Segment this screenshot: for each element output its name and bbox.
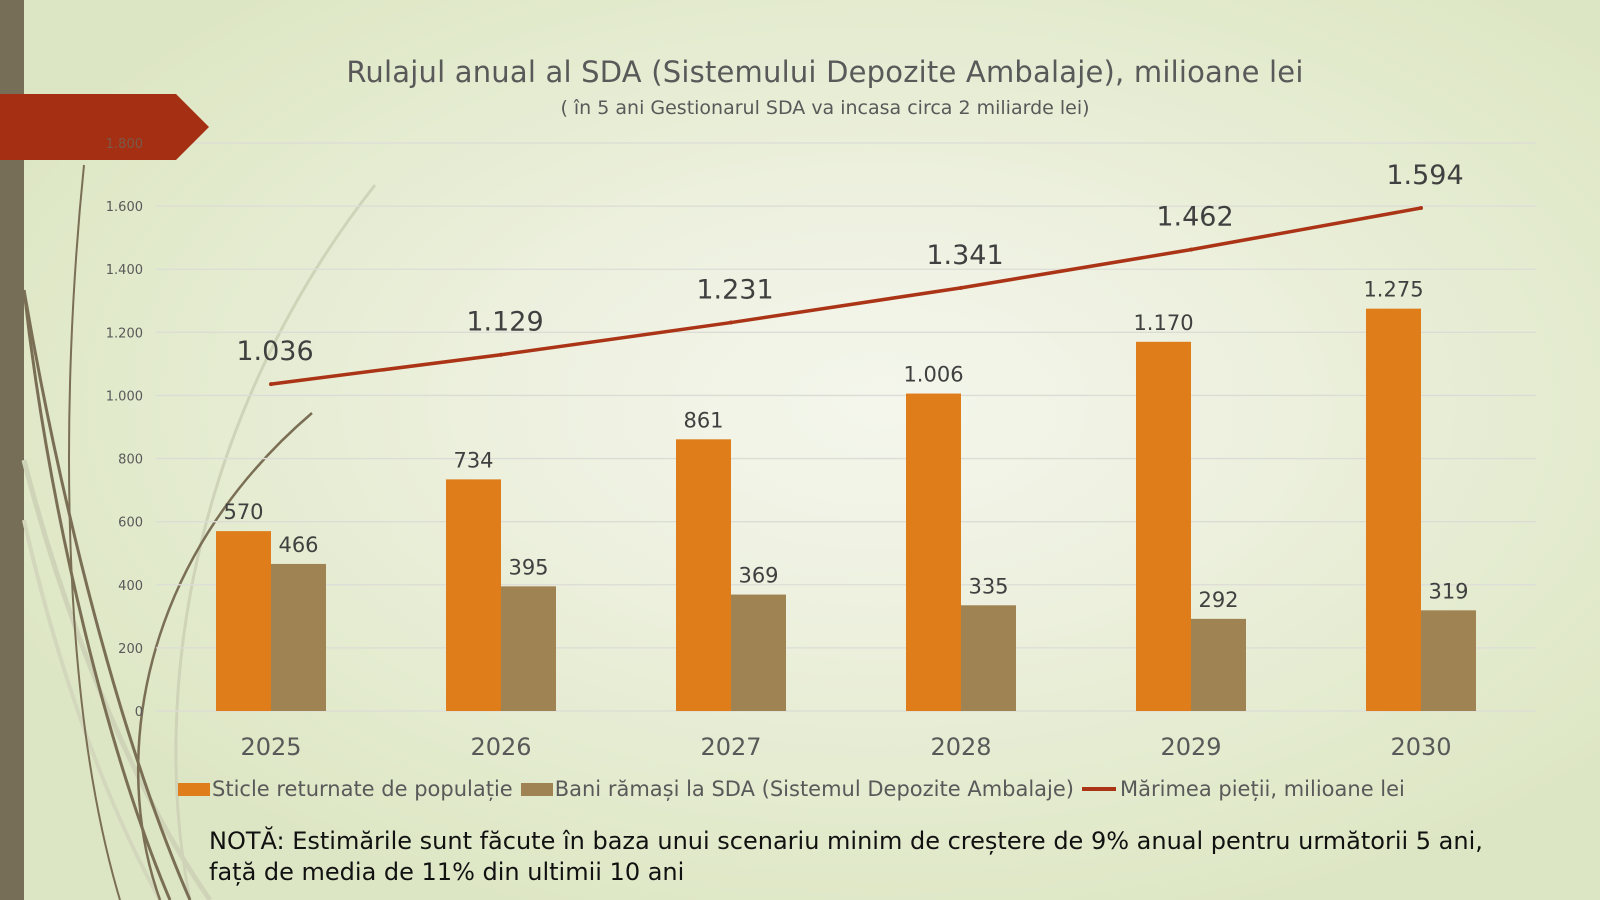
bar-sticle[interactable] bbox=[676, 439, 731, 711]
legend-label: Mărimea pieții, milioane lei bbox=[1120, 777, 1405, 801]
bar-sticle[interactable] bbox=[1136, 341, 1191, 711]
legend-label: Bani rămași la SDA (Sistemul Depozite Am… bbox=[554, 777, 1074, 801]
data-label-sticle: 1.006 bbox=[903, 363, 963, 387]
data-label-marime: 1.462 bbox=[1156, 202, 1233, 233]
bar-bani[interactable] bbox=[961, 605, 1016, 711]
data-label-bani: 369 bbox=[738, 564, 778, 588]
legend-label: Sticle returnate de populație bbox=[212, 777, 513, 801]
data-label-bani: 466 bbox=[278, 533, 318, 557]
bar-bani[interactable] bbox=[1191, 618, 1246, 711]
data-label-marime: 1.036 bbox=[236, 336, 313, 367]
chart-title: Rulajul anual al SDA (Sistemului Depozit… bbox=[346, 55, 1304, 89]
data-label-sticle: 1.275 bbox=[1363, 278, 1423, 302]
line-point-marime[interactable] bbox=[1419, 206, 1423, 211]
y-tick-label: 400 bbox=[118, 579, 143, 594]
data-label-bani: 335 bbox=[968, 574, 1008, 598]
x-tick-label: 2025 bbox=[240, 733, 301, 761]
line-marime[interactable] bbox=[270, 206, 1422, 386]
bar-bani[interactable] bbox=[271, 563, 326, 711]
line-point-marime[interactable] bbox=[959, 285, 963, 290]
legend-item-marime[interactable]: Mărimea pieții, milioane lei bbox=[1082, 777, 1405, 801]
data-label-sticle: 861 bbox=[683, 408, 723, 432]
legend-swatch-sticle bbox=[178, 782, 210, 796]
line-point-marime[interactable] bbox=[269, 382, 273, 387]
x-tick-label: 2028 bbox=[930, 733, 991, 761]
x-tick-label: 2026 bbox=[470, 733, 531, 761]
data-label-bani: 395 bbox=[508, 555, 548, 579]
data-label-marime: 1.129 bbox=[466, 307, 543, 338]
data-label-marime: 1.231 bbox=[696, 275, 773, 306]
x-tick-label: 2027 bbox=[700, 733, 761, 761]
bar-bani[interactable] bbox=[501, 586, 556, 711]
bar-bani[interactable] bbox=[1421, 610, 1476, 711]
legend-swatch-marime bbox=[1082, 787, 1116, 791]
y-tick-label: 1.000 bbox=[106, 389, 143, 404]
legend-item-bani[interactable]: Bani rămași la SDA (Sistemul Depozite Am… bbox=[520, 777, 1074, 801]
y-tick-label: 0 bbox=[135, 705, 143, 720]
footnote: NOTĂ: Estimările sunt făcute în baza unu… bbox=[209, 827, 1483, 886]
chart-subtitle: ( în 5 ani Gestionarul SDA va incasa cir… bbox=[560, 97, 1090, 119]
legend-item-sticle[interactable]: Sticle returnate de populație bbox=[178, 777, 513, 801]
y-tick-label: 1.800 bbox=[106, 137, 143, 152]
data-label-bani: 319 bbox=[1428, 579, 1468, 603]
data-label-marime: 1.594 bbox=[1386, 160, 1463, 191]
x-tick-label: 2030 bbox=[1390, 733, 1451, 761]
data-label-bani: 292 bbox=[1198, 588, 1238, 612]
accent-arrow bbox=[0, 94, 209, 160]
line-point-marime[interactable] bbox=[499, 352, 503, 357]
line-point-marime[interactable] bbox=[1189, 247, 1193, 252]
y-tick-label: 1.200 bbox=[106, 326, 143, 341]
bar-sticle[interactable] bbox=[906, 393, 961, 711]
data-label-sticle: 734 bbox=[453, 448, 493, 472]
y-tick-label: 800 bbox=[118, 453, 143, 468]
data-label-sticle: 1.170 bbox=[1133, 311, 1193, 335]
line-point-marime[interactable] bbox=[729, 320, 733, 325]
data-label-marime: 1.341 bbox=[926, 240, 1003, 271]
bar-sticle[interactable] bbox=[216, 531, 271, 711]
y-tick-label: 200 bbox=[118, 642, 143, 657]
bar-bani[interactable] bbox=[731, 594, 786, 711]
y-tick-label: 600 bbox=[118, 516, 143, 531]
chart-legend: Sticle returnate de populație Bani rămaș… bbox=[178, 777, 1413, 801]
x-tick-label: 2029 bbox=[1160, 733, 1221, 761]
data-label-sticle: 570 bbox=[223, 500, 263, 524]
y-tick-label: 1.400 bbox=[106, 263, 143, 278]
bar-sticle[interactable] bbox=[446, 479, 501, 711]
y-tick-label: 1.600 bbox=[106, 200, 143, 215]
bar-sticle[interactable] bbox=[1366, 308, 1421, 711]
legend-swatch-bani bbox=[520, 782, 553, 796]
